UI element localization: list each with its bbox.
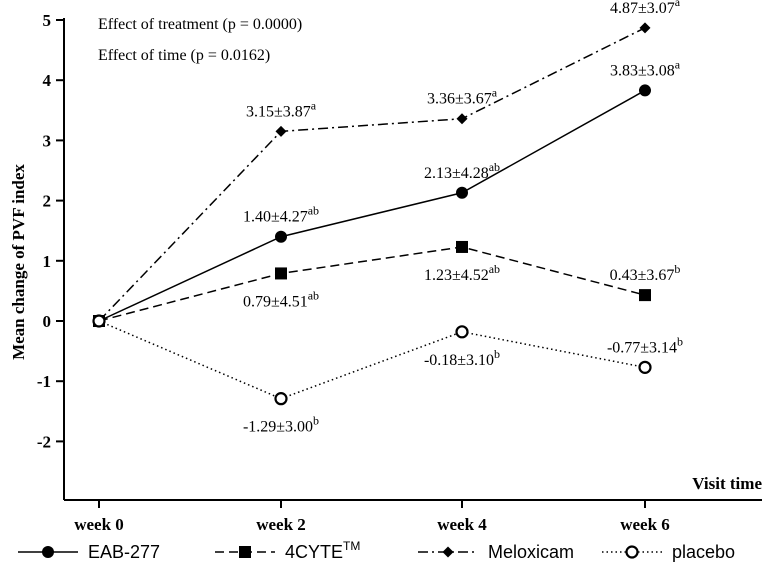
series-line-eab-277 (98, 89, 646, 322)
legend-label-meloxicam: Meloxicam (488, 542, 574, 562)
legend: EAB-277 4CYTETM Meloxicam placebo (18, 539, 735, 562)
data-label-4cyte: 1.23±4.52ab (424, 262, 500, 284)
data-label-placebo: -0.18±3.10b (424, 347, 500, 369)
marker-placebo (92, 314, 106, 328)
data-label-4cyte: 0.43±3.67b (610, 262, 681, 284)
marker-meloxicam (275, 125, 287, 137)
marker-meloxicam (639, 22, 651, 34)
marker-4cyte (275, 267, 287, 280)
data-label-meloxicam: 4.87±3.07a (610, 0, 681, 17)
marker-meloxicam (456, 113, 468, 125)
x-tick-label: week 0 (74, 515, 124, 534)
x-tick-label: week 2 (256, 515, 306, 534)
series-markers (92, 22, 652, 406)
data-label-4cyte: 0.79±4.51ab (243, 288, 319, 310)
data-label-eab-277: 2.13±4.28ab (424, 160, 500, 182)
legend-label-placebo: placebo (672, 542, 735, 562)
y-tick-label: 3 (43, 131, 52, 150)
marker-eab-277 (275, 230, 287, 243)
series-line-meloxicam (98, 27, 646, 322)
legend-marker-eab-277 (42, 546, 54, 558)
data-label-eab-277: 1.40±4.27ab (243, 204, 319, 226)
marker-placebo (455, 325, 469, 339)
y-tick-label: -1 (37, 372, 51, 391)
x-axis-title: Visit time (692, 474, 762, 493)
y-tick-label: 5 (43, 11, 52, 30)
legend-marker-4cyte (239, 546, 251, 558)
x-ticks: week 0 week 2 week 4 week 6 (74, 500, 670, 534)
marker-4cyte (639, 289, 651, 302)
y-axis-title: Mean change of PVF index (9, 164, 28, 360)
x-tick-label: week 6 (620, 515, 670, 534)
y-tick-label: 4 (43, 71, 52, 90)
series-lines (98, 27, 646, 400)
marker-placebo (638, 360, 652, 374)
treatment-effect-note: Effect of treatment (p = 0.0000) (98, 16, 302, 33)
data-label-placebo: -0.77±3.14b (607, 334, 683, 356)
y-tick-label: 1 (43, 252, 52, 271)
y-tick-label: 2 (43, 192, 52, 211)
data-label-meloxicam: 3.15±3.87a (246, 98, 317, 120)
marker-4cyte (456, 240, 468, 253)
marker-placebo (274, 392, 288, 406)
series-line-placebo (98, 320, 646, 400)
y-tick-label: -2 (37, 432, 51, 451)
series-line-4cyte (98, 246, 646, 322)
y-tick-label: 0 (43, 312, 52, 331)
legend-marker-placebo (625, 545, 639, 559)
data-labels: 1.40±4.27ab 2.13±4.28ab 3.83±3.08a 0.79±4.5… (243, 0, 683, 436)
legend-label-eab-277: EAB-277 (88, 542, 160, 562)
marker-eab-277 (639, 84, 651, 97)
legend-marker-meloxicam (442, 546, 454, 558)
data-label-placebo: -1.29±3.00b (243, 414, 319, 436)
x-tick-label: week 4 (437, 515, 487, 534)
y-ticks: -2 -1 0 1 2 3 4 5 (37, 11, 64, 451)
data-label-eab-277: 3.83±3.08a (610, 57, 681, 79)
data-label-meloxicam: 3.36±3.67a (427, 86, 498, 108)
marker-eab-277 (456, 186, 468, 199)
legend-label-4cyte: 4CYTETM (285, 539, 360, 562)
time-effect-note: Effect of time (p = 0.0162) (98, 47, 270, 64)
